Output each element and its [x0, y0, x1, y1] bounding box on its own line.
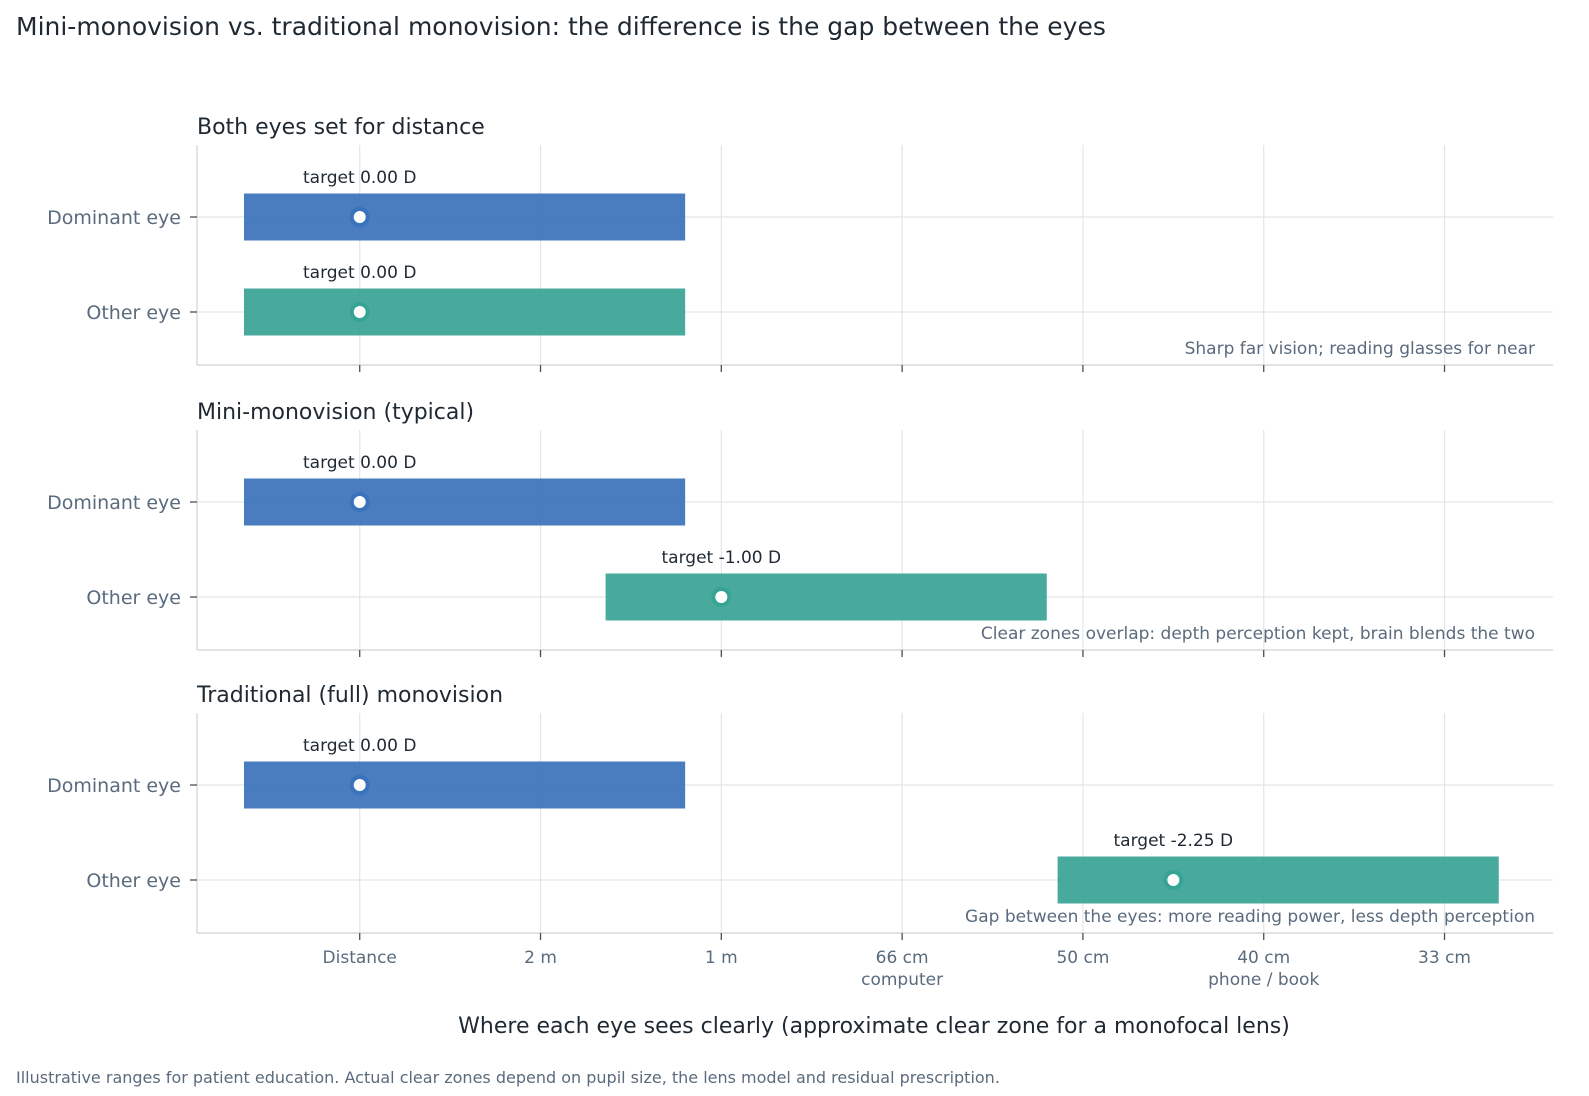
x-tick-label: Distance: [323, 948, 397, 968]
clear-zone-bar: [244, 288, 686, 336]
chart-panels: Both eyes set for distance Dominant eye ta…: [47, 115, 1553, 940]
target-marker: [349, 207, 370, 227]
chart-panel: Both eyes set for distance Dominant eye ta…: [47, 115, 1553, 372]
clear-zone-bar: [1057, 856, 1499, 904]
x-axis-label: Where each eye sees clearly (approximate…: [458, 1014, 1290, 1039]
target-label: target 0.00 D: [303, 736, 416, 756]
target-label: target 0.00 D: [303, 168, 416, 188]
clear-zone-bar: [605, 573, 1047, 621]
row-label: Other eye: [86, 587, 181, 609]
row-label: Dominant eye: [47, 207, 181, 229]
panel-note: Sharp far vision; reading glasses for ne…: [1185, 339, 1535, 359]
chart-panel: Traditional (full) monovision Dominant ey…: [47, 683, 1553, 940]
target-label: target -2.25 D: [1114, 831, 1234, 851]
target-marker: [349, 302, 370, 322]
x-tick-label: 1 m: [705, 948, 738, 968]
clear-zone-bar: [244, 193, 686, 241]
x-tick-label: 66 cm: [876, 948, 929, 968]
panel-note: Gap between the eyes: more reading power…: [965, 907, 1535, 927]
row-label: Other eye: [86, 870, 181, 892]
target-label: target -1.00 D: [662, 548, 782, 568]
target-label: target 0.00 D: [303, 263, 416, 283]
target-marker: [711, 587, 732, 607]
target-marker: [349, 775, 370, 795]
chart-title: Mini-monovision vs. traditional monovisi…: [16, 12, 1106, 41]
chart-panel: Mini-monovision (typical) Dominant eye tar…: [47, 400, 1553, 657]
target-marker: [1163, 870, 1184, 890]
x-tick-label: 40 cm: [1237, 948, 1290, 968]
row-label: Other eye: [86, 302, 181, 324]
panel-note: Clear zones overlap: depth perception ke…: [981, 624, 1535, 644]
x-tick-label: 50 cm: [1056, 948, 1109, 968]
panel-title: Traditional (full) monovision: [196, 683, 503, 708]
panel-title: Mini-monovision (typical): [197, 400, 474, 425]
clear-zone-bar: [244, 478, 686, 526]
footnote: Illustrative ranges for patient educatio…: [16, 1068, 1000, 1087]
panel-title: Both eyes set for distance: [197, 115, 485, 140]
x-tick-sublabel: phone / book: [1208, 970, 1319, 990]
target-marker: [349, 492, 370, 512]
row-label: Dominant eye: [47, 492, 181, 514]
x-tick-sublabel: computer: [861, 970, 943, 990]
clear-zone-bar: [244, 761, 686, 809]
row-label: Dominant eye: [47, 775, 181, 797]
x-tick-label: 33 cm: [1418, 948, 1471, 968]
x-tick-label: 2 m: [524, 948, 557, 968]
target-label: target 0.00 D: [303, 453, 416, 473]
